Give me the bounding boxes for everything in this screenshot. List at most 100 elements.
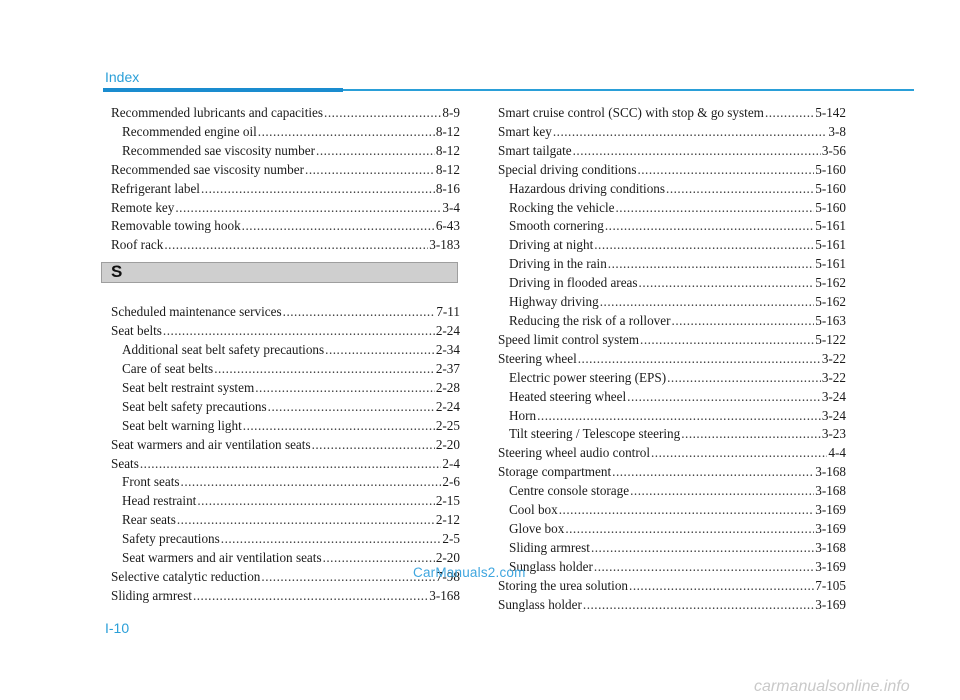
footer-watermark: carmanualsonline.info [754, 678, 910, 695]
dot-leader [765, 104, 814, 123]
entry-term: Highway driving [509, 294, 599, 310]
dot-leader [651, 444, 827, 463]
entry-term: Horn [509, 407, 537, 423]
entry-term: Special driving conditions [498, 161, 637, 177]
dot-leader [615, 199, 814, 218]
entry-term: Cool box [509, 502, 558, 518]
index-subentry: Reducing the risk of a rollover 5-163 [498, 312, 846, 331]
index-subentry: Horn 3-24 [498, 407, 846, 426]
entry-page-ref: 3-169 [815, 520, 846, 536]
entry-page-ref: 5-142 [815, 105, 846, 120]
index-entry: Removable towing hook 6-43 [111, 217, 460, 236]
dot-leader [553, 123, 828, 142]
index-subentry: Rear seats 2-12 [111, 511, 460, 530]
entry-term: Driving in flooded areas [509, 275, 638, 291]
entry-page-ref: 5-163 [815, 312, 846, 328]
entry-page-ref: 5-161 [815, 256, 846, 272]
index-column-right: Smart cruise control (SCC) with stop & g… [498, 104, 846, 614]
entry-page-ref: 5-160 [815, 199, 846, 215]
dot-leader [242, 217, 435, 236]
dot-leader [681, 425, 821, 444]
dot-leader [193, 587, 428, 606]
dot-leader [221, 530, 442, 549]
entry-term: Smart key [498, 123, 552, 139]
index-entry: Refrigerant label 8-16 [111, 180, 460, 199]
entry-page-ref: 7-98 [435, 568, 460, 584]
entry-term: Refrigerant label [111, 180, 200, 196]
index-entry: Steering wheel 3-22 [498, 350, 846, 369]
entry-page-ref: 3-168 [429, 587, 460, 603]
entry-page-ref: 3-169 [815, 596, 846, 612]
entry-page-ref: 3-22 [821, 350, 846, 366]
entry-page-ref: 8-12 [435, 123, 460, 139]
entry-page-ref: 7-105 [815, 577, 846, 593]
dot-leader [629, 577, 814, 596]
dot-leader [594, 236, 814, 255]
index-entry: Speed limit control system 5-122 [498, 331, 846, 350]
entry-term: Tilt steering / Telescope steering [509, 426, 681, 442]
index-entry: Scheduled maintenance services 7-11 [111, 303, 460, 322]
dot-leader [325, 341, 435, 360]
entry-term: Sliding armrest [111, 587, 192, 603]
entry-page-ref: 2-24 [435, 323, 460, 339]
dot-leader [312, 436, 435, 455]
entry-term: Speed limit control system [498, 331, 640, 347]
entry-page-ref: 3-23 [821, 426, 846, 442]
index-list-s-right: Smart cruise control (SCC) with stop & g… [498, 104, 846, 614]
entry-term: Smart cruise control (SCC) with stop & g… [498, 105, 764, 120]
entry-term: Steering wheel [498, 350, 577, 366]
dot-leader [640, 331, 814, 350]
entry-page-ref: 3-169 [815, 502, 846, 518]
entry-term: Recommended sae viscosity number [122, 142, 316, 158]
entry-term: Recommended lubricants and capacities [111, 105, 324, 120]
index-list-r: Recommended lubricants and capacities 8-9… [111, 104, 460, 255]
dot-leader [591, 539, 814, 558]
dot-leader [637, 161, 814, 180]
entry-term: Seat belt safety precautions [122, 398, 267, 414]
entry-page-ref: 3-183 [429, 237, 460, 253]
entry-page-ref: 6-43 [435, 218, 460, 234]
entry-term: Driving in the rain [509, 256, 607, 272]
entry-term: Remote key [111, 199, 175, 215]
dot-leader [605, 217, 814, 236]
dot-leader [164, 236, 428, 255]
index-subentry: Cool box 3-169 [498, 501, 846, 520]
dot-leader [316, 142, 435, 161]
entry-term: Smooth cornering [509, 218, 604, 234]
dot-leader [537, 407, 821, 426]
dot-leader [639, 274, 815, 293]
dot-leader [268, 398, 435, 417]
entry-term: Seat belt warning light [122, 417, 242, 433]
index-entry: Seats 2-4 [111, 455, 460, 474]
index-entry: Recommended sae viscosity number 8-12 [111, 161, 460, 180]
entry-term: Front seats [122, 474, 180, 490]
index-entry: Sunglass holder 3-169 [498, 596, 846, 615]
entry-term: Additional seat belt safety precautions [122, 342, 325, 358]
entry-page-ref: 2-5 [442, 531, 460, 547]
index-subentry: Additional seat belt safety precautions 2… [111, 341, 460, 360]
index-subentry: Driving in flooded areas 5-162 [498, 274, 846, 293]
entry-page-ref: 2-20 [435, 550, 460, 566]
entry-term: Seat warmers and air ventilation seats [111, 436, 311, 452]
index-subentry: Recommended sae viscosity number 8-12 [111, 142, 460, 161]
entry-page-ref: 7-11 [436, 304, 460, 320]
index-subentry: Care of seat belts 2-37 [111, 360, 460, 379]
entry-page-ref: 4-4 [828, 445, 846, 461]
index-subentry: Sunglass holder 3-169 [498, 558, 846, 577]
entry-term: Recommended engine oil [122, 123, 257, 139]
entry-term: Reducing the risk of a rollover [509, 312, 671, 328]
dot-leader [305, 161, 435, 180]
dot-leader [181, 473, 442, 492]
entry-term: Head restraint [122, 493, 197, 509]
entry-term: Centre console storage [509, 483, 630, 499]
entry-page-ref: 2-20 [435, 436, 460, 452]
dot-leader [201, 180, 435, 199]
entry-term: Seat belts [111, 323, 162, 339]
entry-page-ref: 5-162 [815, 275, 846, 291]
index-subentry: Smooth cornering 5-161 [498, 217, 846, 236]
index-subentry: Driving at night 5-161 [498, 236, 846, 255]
entry-term: Steering wheel audio control [498, 445, 650, 461]
index-subentry: Sliding armrest 3-168 [498, 539, 846, 558]
dot-leader [283, 303, 436, 322]
entry-page-ref: 3-24 [821, 388, 846, 404]
